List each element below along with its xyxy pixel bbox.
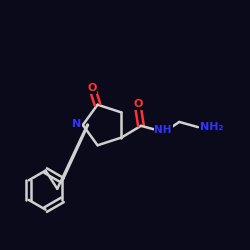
- Text: NH₂: NH₂: [200, 122, 223, 132]
- Text: O: O: [134, 99, 143, 109]
- Text: NH: NH: [154, 125, 172, 135]
- Text: O: O: [87, 83, 97, 93]
- Text: N: N: [72, 119, 81, 129]
